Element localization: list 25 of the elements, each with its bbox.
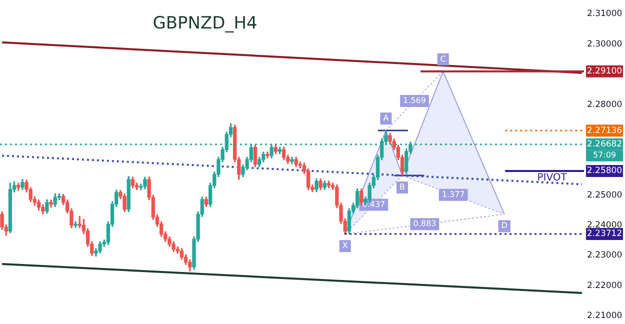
y-tick-label: 2.28000 bbox=[587, 100, 622, 110]
y-tick-label: 2.22000 bbox=[587, 280, 622, 291]
y-tick-label: 2.24000 bbox=[587, 220, 622, 231]
ref-line-label: 2.27136 bbox=[586, 126, 622, 136]
ref-line-label: 2.25800 bbox=[586, 166, 622, 176]
chart-title: GBPNZD_H4 bbox=[152, 13, 258, 34]
annotation: B bbox=[400, 182, 406, 192]
annotation: X bbox=[342, 241, 348, 250]
annotation: PIVOT bbox=[537, 172, 568, 184]
annotation: 0.883 bbox=[413, 219, 436, 228]
text: 57:09 bbox=[592, 150, 616, 160]
annotation: C bbox=[440, 54, 446, 64]
annotation: A bbox=[383, 114, 390, 123]
ref-line-label: 2.26682 bbox=[586, 140, 622, 150]
y-tick-label: 2.30000 bbox=[587, 39, 622, 50]
y-tick-label: 2.23000 bbox=[587, 250, 622, 261]
y-tick-label: 2.21000 bbox=[587, 311, 622, 322]
annotation: 1.377 bbox=[442, 190, 465, 199]
y-tick-label: 2.25000 bbox=[587, 190, 622, 200]
annotation: D bbox=[501, 221, 508, 230]
annotation: 1.569 bbox=[403, 96, 426, 106]
y-tick-label: 2.31000 bbox=[587, 9, 622, 20]
ref-line-label: 2.29100 bbox=[586, 66, 622, 77]
ref-line-label: 2.23712 bbox=[586, 229, 622, 240]
candlestick bbox=[266, 152, 270, 158]
